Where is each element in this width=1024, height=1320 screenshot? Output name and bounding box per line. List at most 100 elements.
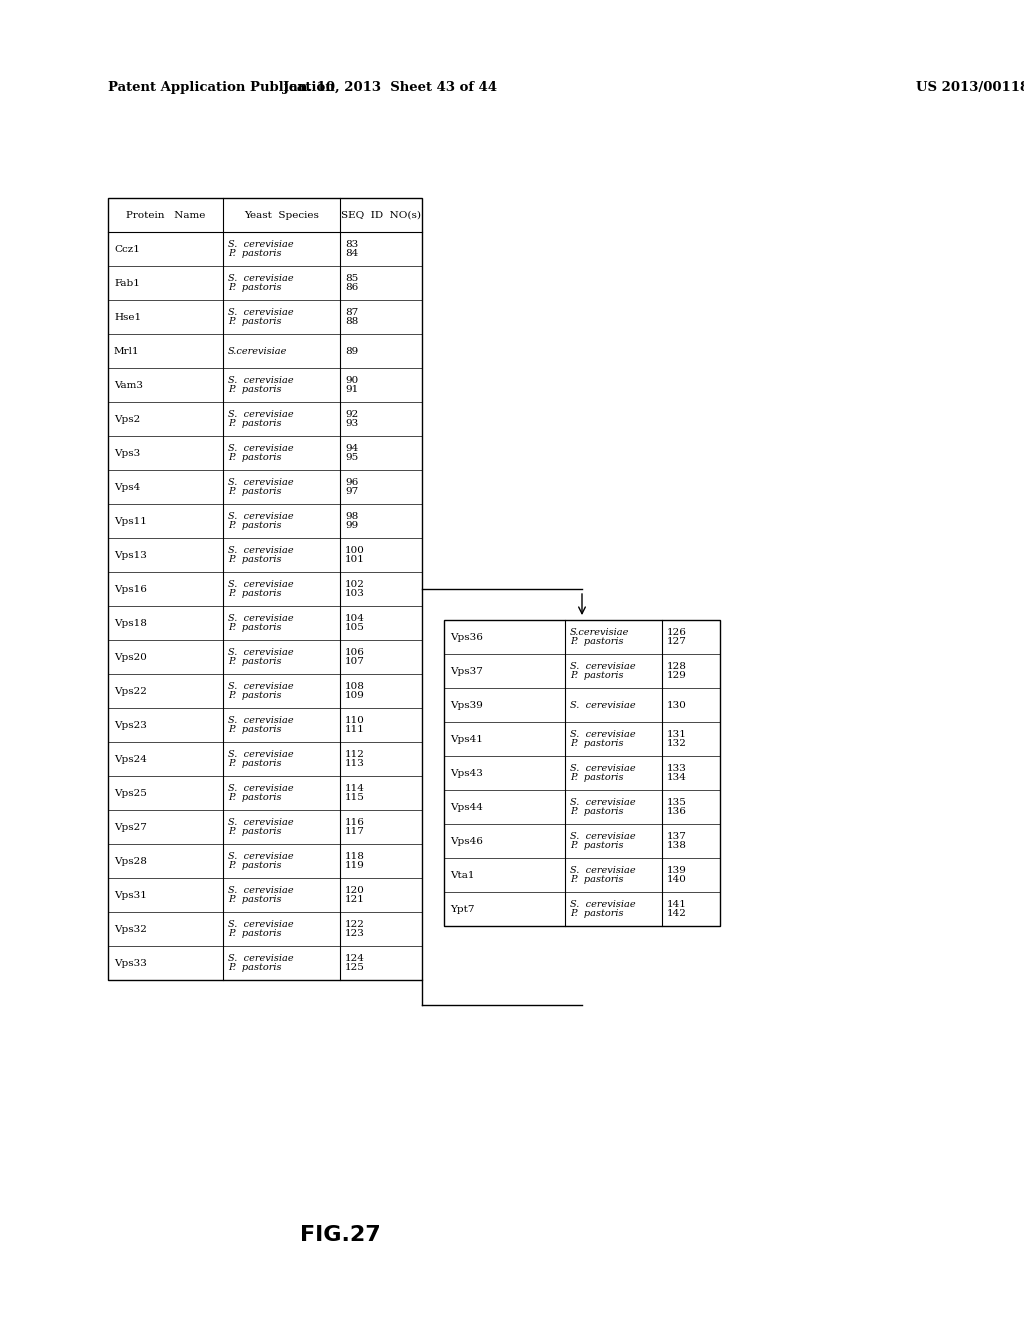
Text: 92: 92 [345, 411, 358, 418]
Text: S.  cerevisiae: S. cerevisiae [228, 715, 294, 725]
Text: 124: 124 [345, 954, 365, 964]
Text: SEQ  ID  NO(s): SEQ ID NO(s) [341, 210, 421, 219]
Text: Vps37: Vps37 [450, 667, 483, 676]
Text: P.  pastoris: P. pastoris [228, 487, 282, 496]
Text: Vps23: Vps23 [114, 721, 146, 730]
Text: S.cerevisiae: S.cerevisiae [570, 628, 630, 638]
Text: Vps39: Vps39 [450, 701, 483, 710]
Text: S.  cerevisiae: S. cerevisiae [570, 799, 636, 807]
Text: P.  pastoris: P. pastoris [228, 895, 282, 904]
Text: P.  pastoris: P. pastoris [228, 282, 282, 292]
Text: P.  pastoris: P. pastoris [228, 828, 282, 836]
Text: 137: 137 [667, 832, 687, 841]
Text: P.  pastoris: P. pastoris [228, 589, 282, 598]
Text: S.  cerevisiae: S. cerevisiae [228, 444, 294, 453]
Text: Patent Application Publication: Patent Application Publication [108, 82, 335, 95]
Text: 85: 85 [345, 275, 358, 282]
Text: P.  pastoris: P. pastoris [570, 841, 624, 850]
Text: S.  cerevisiae: S. cerevisiae [228, 750, 294, 759]
Text: Vps27: Vps27 [114, 822, 146, 832]
Text: S.  cerevisiae: S. cerevisiae [228, 648, 294, 657]
Text: P.  pastoris: P. pastoris [228, 964, 282, 972]
Text: S.  cerevisiae: S. cerevisiae [228, 851, 294, 861]
Text: P.  pastoris: P. pastoris [570, 638, 624, 645]
Text: Vps31: Vps31 [114, 891, 146, 899]
Text: 104: 104 [345, 614, 365, 623]
Text: 140: 140 [667, 875, 687, 884]
Text: Vps22: Vps22 [114, 686, 146, 696]
Text: P.  pastoris: P. pastoris [228, 385, 282, 393]
Text: 115: 115 [345, 793, 365, 803]
Text: Vps25: Vps25 [114, 788, 146, 797]
Text: 142: 142 [667, 909, 687, 917]
Text: 117: 117 [345, 828, 365, 836]
Text: 121: 121 [345, 895, 365, 904]
Text: 88: 88 [345, 317, 358, 326]
Text: US 2013/0011875 A1: US 2013/0011875 A1 [916, 82, 1024, 95]
Text: 111: 111 [345, 725, 365, 734]
Text: P.  pastoris: P. pastoris [570, 909, 624, 917]
Text: 100: 100 [345, 546, 365, 554]
Text: 118: 118 [345, 851, 365, 861]
Text: 105: 105 [345, 623, 365, 632]
Text: P.  pastoris: P. pastoris [228, 521, 282, 531]
Text: Vps44: Vps44 [450, 803, 483, 812]
Text: 113: 113 [345, 759, 365, 768]
Text: 123: 123 [345, 929, 365, 939]
Text: 135: 135 [667, 799, 687, 807]
Text: Jan. 10, 2013  Sheet 43 of 44: Jan. 10, 2013 Sheet 43 of 44 [283, 82, 497, 95]
Text: S.  cerevisiae: S. cerevisiae [228, 308, 294, 317]
Text: Vps18: Vps18 [114, 619, 146, 627]
Text: S.  cerevisiae: S. cerevisiae [228, 784, 294, 793]
Bar [108, 198, 422, 979]
Text: P.  pastoris: P. pastoris [228, 861, 282, 870]
Text: 86: 86 [345, 282, 358, 292]
Text: P.  pastoris: P. pastoris [570, 671, 624, 680]
Text: 108: 108 [345, 682, 365, 690]
Text: 101: 101 [345, 554, 365, 564]
Text: 128: 128 [667, 663, 687, 671]
Text: 89: 89 [345, 346, 358, 355]
Text: P.  pastoris: P. pastoris [570, 774, 624, 781]
Text: 90: 90 [345, 376, 358, 385]
Text: S.  cerevisiae: S. cerevisiae [570, 730, 636, 739]
Text: P.  pastoris: P. pastoris [228, 759, 282, 768]
Text: Protein   Name: Protein Name [126, 210, 205, 219]
Text: S.  cerevisiae: S. cerevisiae [570, 832, 636, 841]
Text: S.  cerevisiae: S. cerevisiae [228, 240, 294, 249]
Text: 133: 133 [667, 764, 687, 774]
Text: S.  cerevisiae: S. cerevisiae [228, 411, 294, 418]
Text: 106: 106 [345, 648, 365, 657]
Text: S.  cerevisiae: S. cerevisiae [570, 900, 636, 909]
Text: 96: 96 [345, 478, 358, 487]
Text: P.  pastoris: P. pastoris [228, 725, 282, 734]
Text: S.  cerevisiae: S. cerevisiae [228, 818, 294, 828]
Text: P.  pastoris: P. pastoris [228, 317, 282, 326]
Text: 110: 110 [345, 715, 365, 725]
Text: Vta1: Vta1 [450, 870, 474, 879]
Text: Vps24: Vps24 [114, 755, 146, 763]
Text: 138: 138 [667, 841, 687, 850]
Text: 134: 134 [667, 774, 687, 781]
Text: S.  cerevisiae: S. cerevisiae [228, 920, 294, 929]
Text: 139: 139 [667, 866, 687, 875]
Text: Vps36: Vps36 [450, 632, 483, 642]
Text: 112: 112 [345, 750, 365, 759]
Text: Vps11: Vps11 [114, 516, 146, 525]
Text: 84: 84 [345, 249, 358, 257]
Text: 136: 136 [667, 807, 687, 816]
Text: 132: 132 [667, 739, 687, 748]
Text: 95: 95 [345, 453, 358, 462]
Text: 116: 116 [345, 818, 365, 828]
Text: 109: 109 [345, 690, 365, 700]
Text: S.  cerevisiae: S. cerevisiae [228, 275, 294, 282]
Text: S.  cerevisiae: S. cerevisiae [228, 886, 294, 895]
Text: 102: 102 [345, 579, 365, 589]
Text: 131: 131 [667, 730, 687, 739]
Text: 99: 99 [345, 521, 358, 531]
Text: 129: 129 [667, 671, 687, 680]
Text: Vps43: Vps43 [450, 768, 483, 777]
Text: Mrl1: Mrl1 [114, 346, 139, 355]
Text: 127: 127 [667, 638, 687, 645]
Text: 126: 126 [667, 628, 687, 638]
